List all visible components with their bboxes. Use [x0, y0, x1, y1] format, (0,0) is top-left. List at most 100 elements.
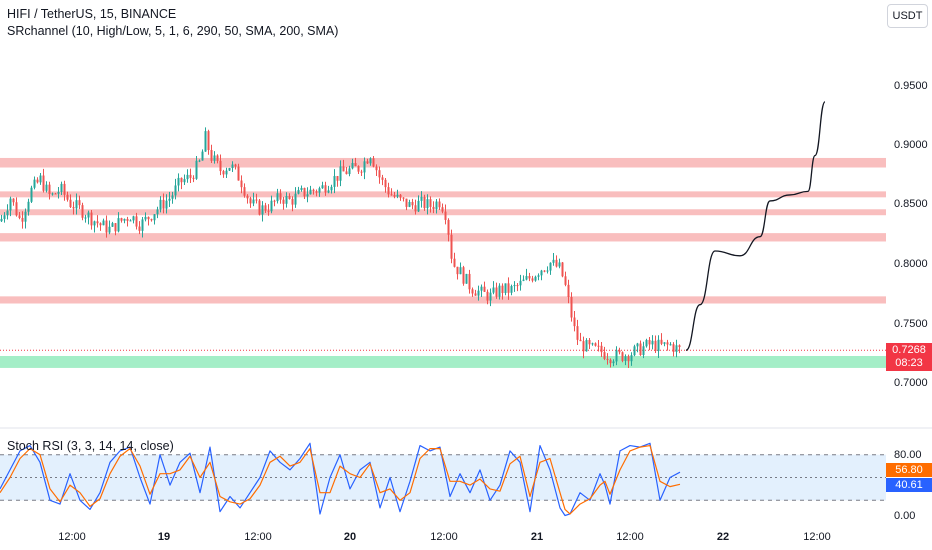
candle-body [501, 285, 504, 294]
candle-body [558, 262, 561, 267]
candle-body [303, 187, 306, 197]
stoch-k-tag: 56.80 [886, 463, 932, 477]
candle-body [294, 193, 297, 205]
candle-body [384, 179, 387, 188]
candle-body [342, 166, 345, 172]
candle-body [414, 205, 417, 212]
candle-body [297, 189, 300, 194]
candle-body [453, 258, 456, 267]
candle-body [39, 175, 42, 183]
candle-body [336, 176, 339, 181]
currency-button[interactable]: USDT [887, 4, 928, 28]
candle-body [387, 187, 390, 195]
candle-body [171, 195, 174, 199]
candle-body [195, 160, 198, 179]
candle-body [87, 212, 90, 218]
candle-body [318, 188, 321, 193]
candle-body [651, 340, 654, 345]
candle-body [42, 175, 45, 191]
candle-body [531, 278, 534, 281]
candle-body [462, 267, 465, 284]
candle-body [618, 350, 621, 353]
candle-body [234, 164, 237, 167]
candle-body [528, 276, 531, 279]
stoch-tick: 80.00 [894, 449, 922, 461]
stoch-rsi-label[interactable]: Stoch RSI (3, 3, 14, 14, close) [7, 439, 174, 453]
price-tick: 0.9500 [894, 80, 928, 92]
candle-body [552, 259, 555, 263]
candle-body [423, 196, 426, 209]
candle-body [192, 177, 195, 179]
candle-body [435, 201, 438, 209]
candle-body [624, 356, 627, 361]
candle-body [60, 183, 63, 192]
candle-body [564, 276, 567, 285]
symbol-title[interactable]: HIFI / TetherUS, 15, BINANCE [7, 7, 177, 21]
candle-body [279, 193, 282, 200]
candle-body [300, 187, 303, 190]
candle-body [495, 287, 498, 297]
candle-body [603, 352, 606, 359]
candle-body [675, 345, 678, 352]
candle-body [30, 187, 33, 202]
candle-body [99, 223, 102, 226]
candle-body [543, 270, 546, 272]
date-tick: 20 [343, 531, 357, 543]
last-price-value: 0.7268 [892, 344, 926, 356]
candle-body [597, 345, 600, 347]
candle-body [516, 285, 519, 287]
candle-body [480, 286, 483, 291]
projection-curve [685, 101, 826, 351]
candle-body [402, 197, 405, 199]
candle-body [153, 214, 156, 221]
candle-body [588, 340, 591, 345]
candle-body [228, 168, 231, 171]
candle-body [309, 189, 312, 195]
candle-body [225, 170, 228, 175]
candle-body [15, 202, 18, 216]
resistance-zone [0, 296, 886, 304]
candle-body [156, 209, 159, 215]
candle-body [390, 194, 393, 196]
srchannel-indicator-label[interactable]: SRchannel (10, High/Low, 5, 1, 6, 290, 5… [7, 24, 339, 38]
candle-body [57, 191, 60, 194]
date-tick: 21 [530, 531, 544, 543]
candle-body [621, 352, 624, 361]
candle-body [330, 186, 333, 191]
candle-body [6, 210, 9, 216]
candle-body [381, 177, 384, 180]
time-tick: 12:00 [616, 531, 644, 543]
candle-body [630, 355, 633, 362]
candle-body [636, 343, 639, 347]
candle-body [654, 340, 657, 352]
candle-body [540, 270, 543, 276]
candle-body [429, 199, 432, 207]
candle-body [549, 262, 552, 271]
candle-body [456, 266, 459, 275]
candle-body [363, 161, 366, 173]
candle-body [420, 196, 423, 201]
candle-body [93, 221, 96, 226]
candle-body [72, 207, 75, 209]
candle-body [399, 194, 402, 198]
candle-body [9, 198, 12, 211]
candle-body [498, 285, 501, 297]
candle-body [672, 344, 675, 352]
candle-body [351, 162, 354, 169]
last-price-tag: 0.7268 08:23 [886, 343, 932, 371]
candle-body [180, 177, 183, 183]
candle-body [474, 293, 477, 296]
candle-body [648, 339, 651, 345]
candle-body [243, 187, 246, 196]
stoch-k-line [0, 442, 681, 517]
candle-body [177, 177, 180, 186]
candle-body [444, 211, 447, 220]
candle-body [285, 196, 288, 204]
candle-body [174, 185, 177, 196]
candle-body [525, 276, 528, 280]
time-tick: 12:00 [58, 531, 86, 543]
candle-body [126, 218, 129, 221]
candle-body [186, 174, 189, 180]
candle-body [96, 221, 99, 224]
